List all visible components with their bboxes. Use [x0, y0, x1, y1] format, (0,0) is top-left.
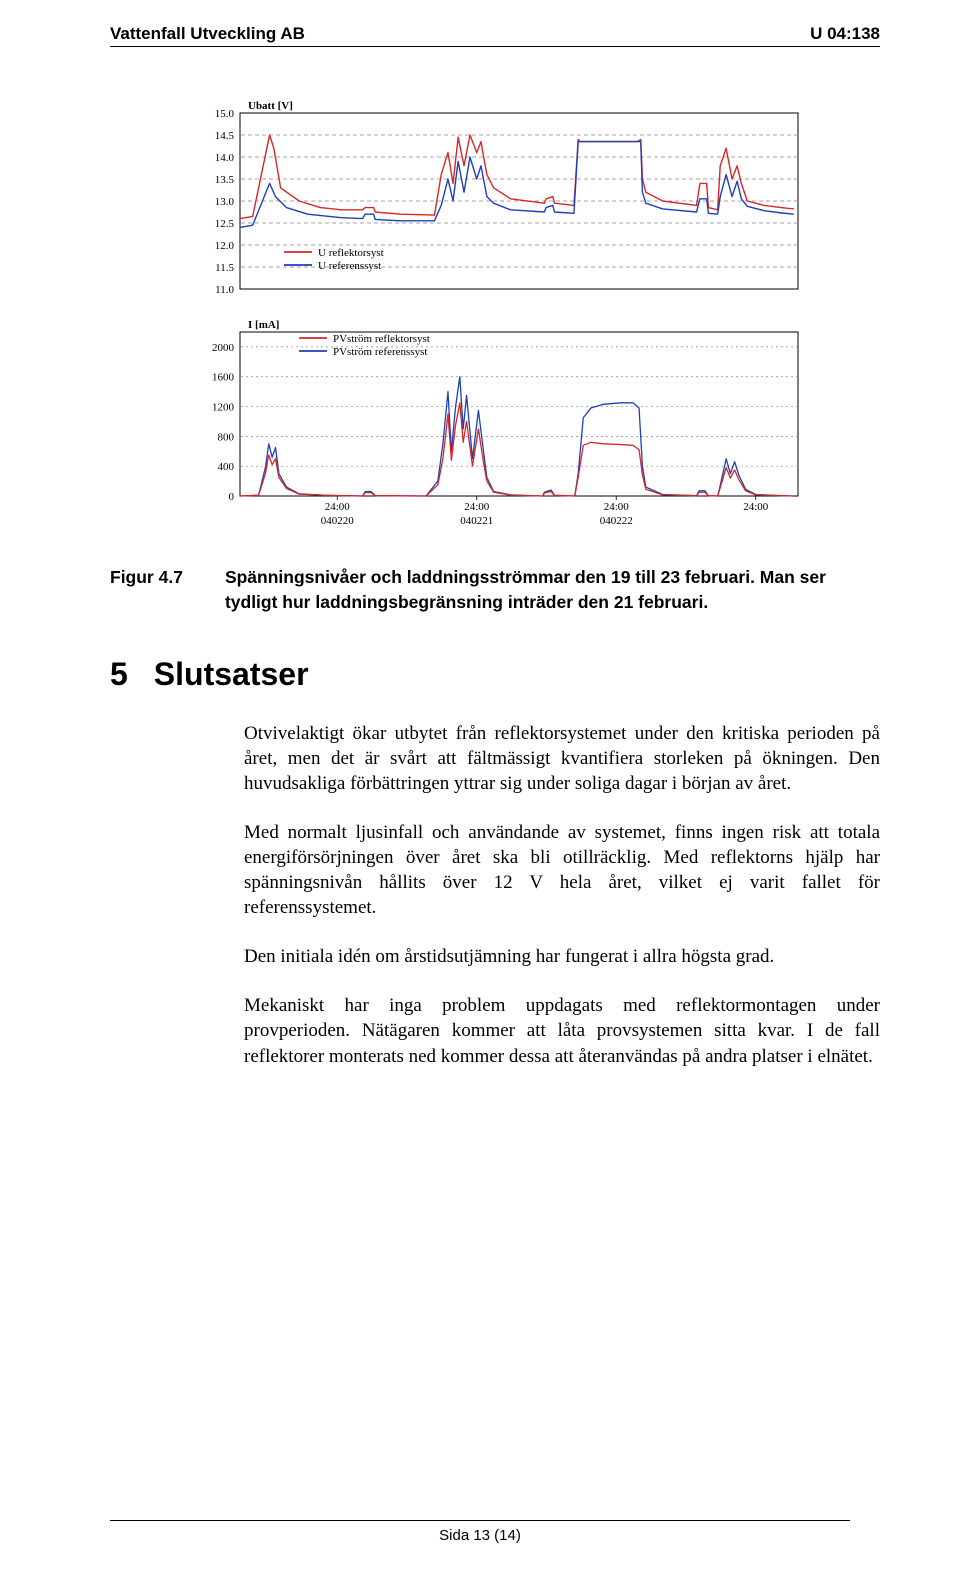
footer-text: Sida 13 (14) — [0, 1527, 960, 1544]
svg-text:11.0: 11.0 — [215, 284, 234, 296]
svg-text:U referenssyst: U referenssyst — [318, 260, 381, 272]
svg-text:800: 800 — [218, 431, 235, 443]
svg-text:24:00: 24:00 — [604, 501, 630, 513]
body-paragraph: Den initiala idén om årstidsutjämning ha… — [244, 944, 880, 969]
svg-text:12.0: 12.0 — [215, 240, 235, 252]
chart-voltage: 11.0 11.5 12.0 12.5 13.0 13.5 14.0 14.5 15.0 Ubat… — [194, 97, 880, 302]
body-paragraph: Otvivelaktigt ökar utbytet från reflekto… — [244, 721, 880, 796]
figure-label: Figur 4.7 — [110, 565, 183, 616]
svg-text:040220: 040220 — [321, 515, 355, 527]
svg-text:11.5: 11.5 — [215, 262, 234, 274]
svg-text:U reflektorsyst: U reflektorsyst — [318, 247, 384, 259]
svg-text:24:00: 24:00 — [325, 501, 351, 513]
svg-text:12.5: 12.5 — [215, 218, 235, 230]
svg-text:400: 400 — [218, 461, 235, 473]
svg-text:15.0: 15.0 — [215, 108, 235, 120]
header-docid: U 04:138 — [810, 24, 880, 44]
svg-text:24:00: 24:00 — [743, 501, 769, 513]
body-paragraph: Mekaniskt har inga problem uppdagats med… — [244, 993, 880, 1068]
svg-text:24:00: 24:00 — [464, 501, 490, 513]
header-company: Vattenfall Utveckling AB — [110, 24, 305, 44]
svg-text:I [mA]: I [mA] — [248, 320, 279, 331]
svg-text:040222: 040222 — [600, 515, 633, 527]
page-footer: Sida 13 (14) — [0, 1520, 960, 1544]
svg-text:PVström reflektorsyst: PVström reflektorsyst — [333, 333, 430, 345]
svg-text:1200: 1200 — [212, 402, 235, 414]
svg-text:13.5: 13.5 — [215, 174, 235, 186]
page-header: Vattenfall Utveckling AB U 04:138 — [110, 0, 880, 47]
svg-text:2000: 2000 — [212, 342, 235, 354]
svg-text:13.0: 13.0 — [215, 196, 235, 208]
figure-caption: Figur 4.7 Spänningsnivåer och laddningss… — [110, 565, 880, 616]
svg-text:14.0: 14.0 — [215, 152, 235, 164]
body-paragraph: Med normalt ljusinfall och användande av… — [244, 820, 880, 920]
chart-current: 0 400 800 1200 1600 2000 I [mA] PVström reflekt… — [194, 320, 880, 535]
figure-text: Spänningsnivåer och laddningsströmmar de… — [225, 565, 880, 616]
svg-text:PVström referenssyst: PVström referenssyst — [333, 346, 427, 358]
svg-text:Ubatt [V]: Ubatt [V] — [248, 100, 293, 112]
section-number: 5 — [110, 656, 128, 693]
svg-text:040221: 040221 — [460, 515, 493, 527]
svg-text:0: 0 — [229, 491, 235, 503]
section-heading: 5 Slutsatser — [110, 656, 880, 693]
svg-text:1600: 1600 — [212, 372, 235, 384]
section-title: Slutsatser — [154, 656, 309, 693]
body-column: Otvivelaktigt ökar utbytet från reflekto… — [244, 721, 880, 1069]
svg-text:14.5: 14.5 — [215, 130, 235, 142]
